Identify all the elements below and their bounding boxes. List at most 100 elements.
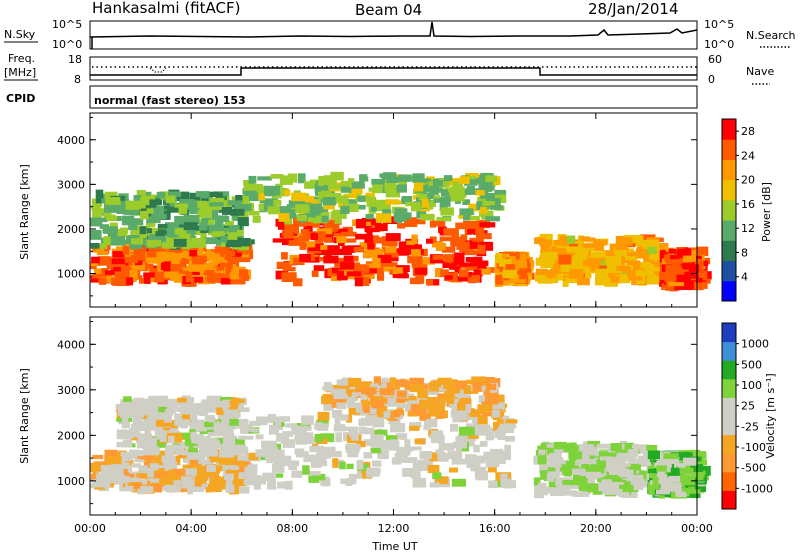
heatmap-cell [218,455,235,465]
heatmap-cell [387,397,398,407]
heatmap-cell [381,382,394,388]
heatmap-cell [465,257,474,263]
heatmap-cell [234,200,244,205]
heatmap-cell [658,476,673,485]
heatmap-cell [301,415,314,425]
heatmap-cell [563,445,577,452]
heatmap-cell [369,468,380,475]
heatmap-cell [238,464,245,473]
heatmap-cell [181,414,190,420]
heatmap-cell [161,455,176,463]
heatmap-cell [465,454,477,463]
heatmap-cell [182,265,190,271]
colorbar-swatch [722,139,736,160]
heatmap-cell [424,178,431,183]
x-axis-label: Time UT [371,540,417,553]
heatmap-cell [168,419,178,429]
heatmap-cell [139,479,148,485]
heatmap-cell [549,274,559,284]
nsearch-tick-high: 10^5 [704,18,734,31]
heatmap-cell [125,269,138,280]
colorbar-tick-label: 16 [741,198,755,211]
heatmap-cell [175,446,185,454]
y-tick-label: 1000 [57,268,85,281]
heatmap-cell [396,184,407,193]
heatmap-cell [216,266,225,271]
heatmap-cell [182,423,188,428]
colorbar-tick-label: 28 [741,125,755,138]
heatmap-cell [370,383,379,388]
heatmap-cell [211,215,224,221]
cpid-text: normal (fast stereo) 153 [94,94,246,107]
heatmap-cell [405,201,421,207]
nsky-tick-high: 10^5 [52,18,82,31]
heatmap-cell [404,439,411,449]
heatmap-cell [346,478,354,485]
power-cells [90,171,712,292]
heatmap-cell [300,229,310,234]
heatmap-cell [677,248,692,256]
heatmap-cell [99,224,110,229]
heatmap-cell [438,443,455,451]
heatmap-cell [371,399,385,409]
heatmap-cell [396,265,410,273]
heatmap-cell [205,424,215,431]
heatmap-cell [204,435,212,446]
heatmap-cell [396,397,405,403]
heatmap-cell [277,481,290,489]
heatmap-cell [606,265,621,273]
heatmap-cell [548,457,562,468]
heatmap-cell [191,486,204,492]
heatmap-cell [104,191,118,200]
heatmap-cell [346,463,354,469]
heatmap-cell [348,178,355,188]
heatmap-cell [163,265,177,272]
heatmap-cell [666,259,682,265]
heatmap-cell [494,189,507,195]
heatmap-cell [409,384,425,393]
heatmap-cell [351,182,365,189]
heatmap-cell [351,405,367,413]
heatmap-cell [517,270,525,280]
heatmap-cell [129,454,137,459]
heatmap-cell [248,175,257,184]
heatmap-cell [559,460,575,468]
nave-label: Nave [746,65,774,78]
heatmap-cell [110,236,126,246]
heatmap-cell [272,464,285,473]
heatmap-cell [112,251,127,259]
heatmap-cell [667,284,682,289]
heatmap-cell [458,426,475,436]
heatmap-cell [229,272,241,280]
heatmap-cell [598,260,611,267]
x-tick-label: 00:00 [681,522,713,535]
heatmap-cell [284,480,293,490]
heatmap-cell [228,469,239,478]
heatmap-cell [404,381,413,391]
colorbar-swatch [722,323,736,343]
heatmap-cell [424,418,438,428]
heatmap-cell [346,396,356,406]
heatmap-cell [296,214,307,221]
velocity-cbar-label: Velocity [m s⁻¹] [764,373,777,458]
heatmap-cell [418,181,431,189]
heatmap-cell [121,475,130,483]
heatmap-cell [437,453,449,462]
heatmap-cell [144,427,151,435]
heatmap-cell [431,220,446,227]
heatmap-cell [458,393,466,402]
heatmap-cell [131,463,141,468]
heatmap-cell [90,229,102,240]
power-yaxis: 1000 2000 3000 4000 [57,116,697,297]
heatmap-cell [206,470,219,477]
heatmap-cell [281,274,296,279]
heatmap-cell [226,250,234,256]
heatmap-cell [340,183,354,193]
heatmap-cell [370,434,384,443]
heatmap-cell [229,462,240,470]
heatmap-cell [154,456,164,465]
heatmap-cell [367,243,375,250]
heatmap-cell [156,191,166,199]
heatmap-cell [340,205,350,214]
heatmap-cell [225,470,233,476]
